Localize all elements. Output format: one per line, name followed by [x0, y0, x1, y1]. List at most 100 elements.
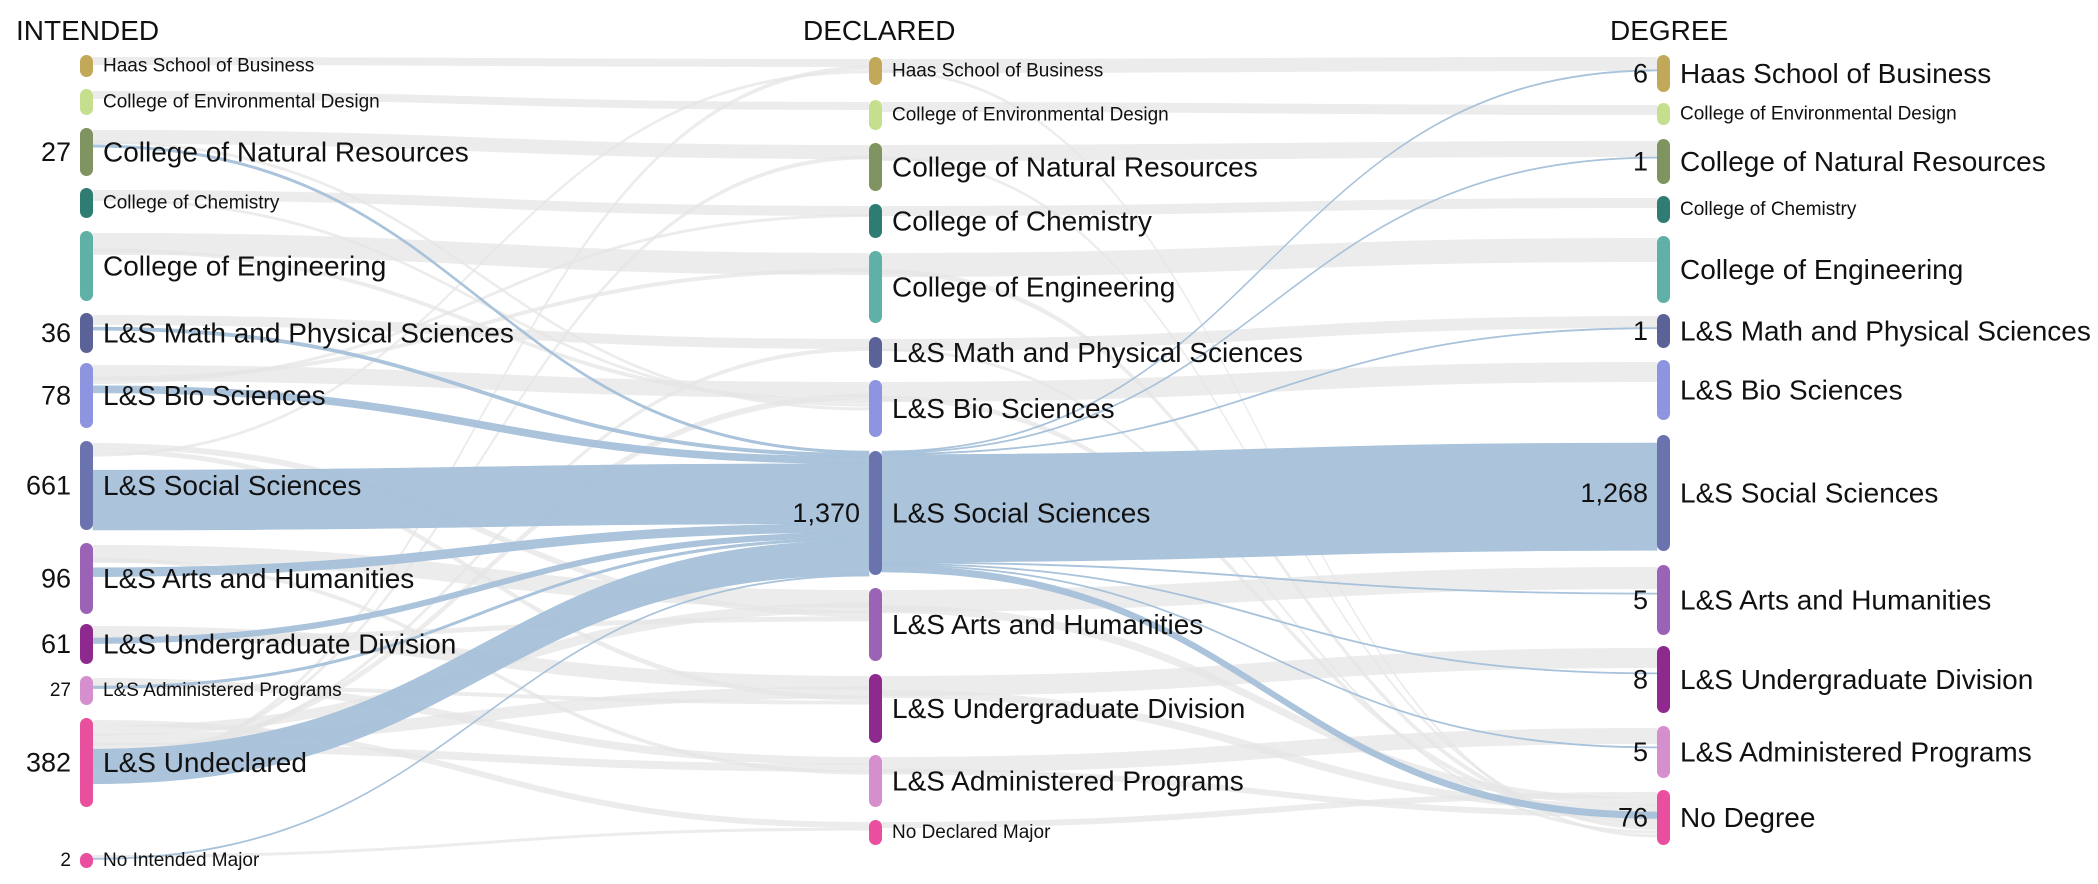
intended-node-no-intended-major[interactable]: [80, 853, 93, 868]
intended-node-college-of-chemistry[interactable]: [80, 188, 93, 218]
declared-node-no-declared-major[interactable]: [869, 820, 882, 845]
column-title-intended: INTENDED: [16, 15, 159, 46]
intended-value-lands-social-sciences: 661: [26, 471, 71, 501]
declared-node-lands-arts-and-humanities[interactable]: [869, 588, 882, 661]
intended-label-lands-bio-sciences: L&S Bio Sciences: [103, 380, 326, 411]
declared-node-lands-social-sciences[interactable]: [869, 451, 882, 575]
degree-value-no-degree: 76: [1618, 803, 1648, 833]
intended-label-lands-undergraduate-division: L&S Undergraduate Division: [103, 629, 456, 660]
declared-node-college-of-natural-resources[interactable]: [869, 143, 882, 191]
declared-node-haas-school-of-business[interactable]: [869, 57, 882, 85]
declared-node-lands-bio-sciences[interactable]: [869, 380, 882, 437]
intended-node-lands-undergraduate-division[interactable]: [80, 624, 93, 664]
degree-node-no-degree[interactable]: [1657, 790, 1670, 845]
declared-value-lands-social-sciences: 1,370: [792, 498, 860, 528]
intended-label-college-of-engineering: College of Engineering: [103, 251, 386, 282]
intended-label-lands-administered-programs: L&S Administered Programs: [103, 680, 342, 701]
intended-value-lands-arts-and-humanities: 96: [41, 564, 71, 594]
background-flow: [882, 605, 1657, 806]
degree-node-lands-administered-programs[interactable]: [1657, 726, 1670, 778]
intended-label-college-of-chemistry: College of Chemistry: [103, 193, 280, 214]
background-flow: [93, 130, 869, 159]
background-flow: [93, 65, 869, 769]
declared-node-college-of-environmental-design[interactable]: [869, 100, 882, 130]
intended-value-lands-bio-sciences: 78: [41, 381, 71, 411]
intended-node-lands-math-and-physical-sciences[interactable]: [80, 313, 93, 353]
declared-node-college-of-engineering[interactable]: [869, 251, 882, 323]
degree-node-lands-arts-and-humanities[interactable]: [1657, 565, 1670, 635]
background-flow: [93, 720, 869, 828]
background-flow: [882, 316, 1657, 351]
declared-node-lands-administered-programs[interactable]: [869, 755, 882, 807]
intended-node-lands-arts-and-humanities[interactable]: [80, 543, 93, 614]
declared-label-lands-undergraduate-division: L&S Undergraduate Division: [892, 693, 1245, 724]
intended-label-haas-school-of-business: Haas School of Business: [103, 56, 314, 77]
degree-label-lands-administered-programs: L&S Administered Programs: [1680, 737, 2032, 768]
background-flow: [93, 268, 869, 381]
degree-label-college-of-engineering: College of Engineering: [1680, 254, 1963, 285]
intended-node-lands-undeclared[interactable]: [80, 718, 93, 807]
declared-label-no-declared-major: No Declared Major: [892, 822, 1051, 843]
background-flow: [93, 315, 869, 349]
intended-node-college-of-engineering[interactable]: [80, 231, 93, 301]
declared-node-lands-math-and-physical-sciences[interactable]: [869, 337, 882, 368]
degree-label-haas-school-of-business: Haas School of Business: [1680, 58, 1991, 89]
degree-label-lands-social-sciences: L&S Social Sciences: [1680, 478, 1938, 509]
intended-value-lands-undergraduate-division: 61: [41, 629, 71, 659]
intended-node-college-of-environmental-design[interactable]: [80, 89, 93, 115]
background-flow: [882, 792, 1657, 828]
intended-node-lands-social-sciences[interactable]: [80, 441, 93, 530]
background-flow: [93, 140, 869, 411]
degree-node-lands-social-sciences[interactable]: [1657, 435, 1670, 551]
background-flow: [882, 141, 1657, 161]
degree-node-college-of-engineering[interactable]: [1657, 236, 1670, 303]
declared-node-college-of-chemistry[interactable]: [869, 204, 882, 238]
background-flow: [882, 57, 1657, 73]
intended-label-college-of-natural-resources: College of Natural Resources: [103, 137, 469, 168]
degree-value-haas-school-of-business: 6: [1633, 59, 1648, 89]
background-flow: [882, 648, 1657, 696]
intended-node-lands-administered-programs[interactable]: [80, 676, 93, 705]
background-flow: [93, 616, 869, 642]
intended-node-lands-bio-sciences[interactable]: [80, 363, 93, 428]
intended-node-haas-school-of-business[interactable]: [80, 55, 93, 77]
intended-label-lands-math-and-physical-sciences: L&S Math and Physical Sciences: [103, 318, 514, 349]
background-flow: [882, 348, 1657, 834]
degree-node-lands-undergraduate-division[interactable]: [1657, 646, 1670, 713]
background-flow: [93, 70, 869, 457]
declared-label-lands-social-sciences: L&S Social Sciences: [892, 498, 1150, 529]
background-flow: [93, 91, 869, 110]
intended-label-lands-undeclared: L&S Undeclared: [103, 747, 307, 778]
degree-node-college-of-natural-resources[interactable]: [1657, 139, 1670, 184]
declared-node-lands-undergraduate-division[interactable]: [869, 674, 882, 743]
declared-label-college-of-chemistry: College of Chemistry: [892, 206, 1152, 237]
degree-label-college-of-environmental-design: College of Environmental Design: [1680, 104, 1957, 125]
declared-label-lands-administered-programs: L&S Administered Programs: [892, 766, 1244, 797]
column-title-degree: DEGREE: [1610, 15, 1728, 46]
background-flow: [882, 768, 1657, 818]
degree-node-haas-school-of-business[interactable]: [1657, 55, 1670, 92]
background-flow: [882, 362, 1657, 402]
degree-node-lands-bio-sciences[interactable]: [1657, 360, 1670, 420]
degree-node-lands-math-and-physical-sciences[interactable]: [1657, 314, 1670, 348]
degree-node-college-of-chemistry[interactable]: [1657, 196, 1670, 223]
declared-label-lands-math-and-physical-sciences: L&S Math and Physical Sciences: [892, 337, 1303, 368]
degree-node-college-of-environmental-design[interactable]: [1657, 103, 1670, 125]
background-flow: [93, 233, 869, 275]
background-flow: [93, 443, 869, 617]
background-flow: [882, 198, 1657, 216]
background-flow: [93, 155, 869, 764]
intended-node-college-of-natural-resources[interactable]: [80, 128, 93, 176]
declared-label-haas-school-of-business: Haas School of Business: [892, 61, 1103, 82]
degree-value-lands-undergraduate-division: 8: [1633, 665, 1648, 695]
degree-value-lands-math-and-physical-sciences: 1: [1633, 316, 1648, 346]
degree-value-lands-social-sciences: 1,268: [1580, 478, 1648, 508]
intended-value-lands-undeclared: 382: [26, 748, 71, 778]
highlight-flow-in-no-intended-major: [92, 574, 870, 860]
declared-label-college-of-engineering: College of Engineering: [892, 272, 1175, 303]
intended-value-lands-math-and-physical-sciences: 36: [41, 318, 71, 348]
intended-value-lands-administered-programs: 27: [50, 680, 71, 701]
background-flow: [93, 448, 869, 701]
intended-label-lands-social-sciences: L&S Social Sciences: [103, 470, 361, 501]
